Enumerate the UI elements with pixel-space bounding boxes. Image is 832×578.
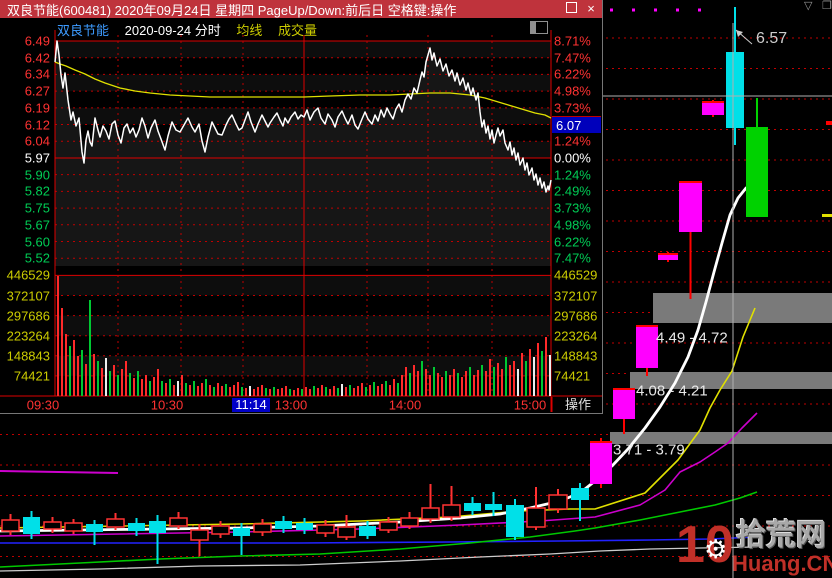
price-scale-label: 6.27 <box>24 83 50 99</box>
price-scale-label: 5.75 <box>24 200 50 216</box>
volume-scale-label: 148843 <box>554 348 598 364</box>
price-scale-label: 6.34 <box>24 66 50 82</box>
time-label: 13:00 <box>274 397 308 413</box>
price-scale-label: 5.52 <box>24 250 50 266</box>
high-price-callout: 6.57 <box>756 30 788 47</box>
percent-scale-label: 8.71% <box>554 33 591 49</box>
price-scale-label: 6.49 <box>24 33 50 49</box>
percent-scale-label: 3.73% <box>554 100 591 116</box>
intraday-chart <box>0 30 602 412</box>
cursor-price-box: 6.07 <box>552 116 601 133</box>
volume-scale-label: 297686 <box>554 308 598 324</box>
price-scale-label: 5.67 <box>24 217 50 233</box>
stock-name: 双良节能 <box>57 23 110 38</box>
volume-scale-label: 446529 <box>6 267 50 283</box>
volume-scale-label: 372107 <box>554 288 598 303</box>
percent-scale-label: 4.98% <box>554 217 591 233</box>
price-scale-label: 5.90 <box>24 167 50 183</box>
time-label: 10:30 <box>150 397 184 413</box>
intraday-popup-window: 双良节能(600481) 2020年09月24日 星期四 PageUp/Down… <box>0 0 603 414</box>
popup-titlebar[interactable]: 双良节能(600481) 2020年09月24日 星期四 PageUp/Down… <box>0 0 602 18</box>
price-scale-label: 6.12 <box>24 117 50 133</box>
marker-triangle-icon[interactable]: ▽ <box>804 0 813 12</box>
restore-window-icon[interactable] <box>530 21 548 34</box>
price-scale-label: 5.97 <box>24 150 50 166</box>
popup-title: 双良节能(600481) 2020年09月24日 星期四 PageUp/Down… <box>7 2 457 18</box>
date-and-mode: 2020-09-24 分时 <box>124 23 221 38</box>
price-scale-label: 6.19 <box>24 100 50 116</box>
volume-scale-label: 74421 <box>13 368 50 384</box>
cursor-time-box: 11:14 <box>232 398 270 412</box>
close-button[interactable]: × <box>587 1 595 16</box>
volume-scale-label: 297686 <box>6 308 50 324</box>
action-button[interactable]: 操作 <box>564 397 591 412</box>
time-label: 09:30 <box>26 397 60 413</box>
volume-scale-label: 223264 <box>6 328 50 344</box>
percent-scale-label: 7.47% <box>554 50 591 66</box>
percent-scale-label: 1.24% <box>554 133 591 149</box>
watermark-10: 10 <box>676 516 734 574</box>
chart-header: 双良节能 2020-09-24 分时 均线 成交量 <box>57 20 329 38</box>
watermark-domain: Huang.CN <box>732 551 832 576</box>
percent-scale-label: 6.22% <box>554 234 591 250</box>
percent-scale-label: 0.00% <box>554 150 591 166</box>
marker-window-icon[interactable]: ❐ <box>822 0 832 12</box>
percent-scale-label: 3.73% <box>554 200 591 216</box>
price-scale-label: 6.04 <box>24 133 50 149</box>
price-scale-label: 6.42 <box>24 50 50 66</box>
watermark-site-name: 拾荒网 <box>736 519 826 552</box>
price-scale-label: 5.82 <box>24 183 50 199</box>
gap-range-label: 4.49 - 4.72 <box>656 329 728 347</box>
gap-range-label: 4.08 - 4.21 <box>636 382 708 400</box>
percent-scale-label: 1.24% <box>554 167 591 183</box>
maximize-button[interactable] <box>562 1 580 17</box>
percent-scale-label: 2.49% <box>554 183 591 199</box>
volume-scale-label: 74421 <box>554 368 591 384</box>
time-label: 14:00 <box>388 397 422 413</box>
gear-icon: ⚙ <box>704 534 728 564</box>
volume-legend-label[interactable]: 成交量 <box>278 23 318 38</box>
price-scale-label: 5.60 <box>24 234 50 250</box>
time-label: 15:00 <box>513 397 547 413</box>
volume-scale-label: 372107 <box>6 288 50 303</box>
percent-scale-label: 7.47% <box>554 250 591 266</box>
ma-legend-label[interactable]: 均线 <box>236 23 263 38</box>
watermark: 10 ⚙ 拾荒网 Huang.CN <box>676 516 832 578</box>
volume-scale-label: 223264 <box>554 328 598 344</box>
percent-scale-label: 6.22% <box>554 66 591 82</box>
gap-range-label: 3.71 - 3.79 <box>613 441 685 459</box>
percent-scale-label: 4.98% <box>554 83 591 99</box>
volume-scale-label: 446529 <box>554 267 598 283</box>
volume-scale-label: 148843 <box>6 348 50 364</box>
